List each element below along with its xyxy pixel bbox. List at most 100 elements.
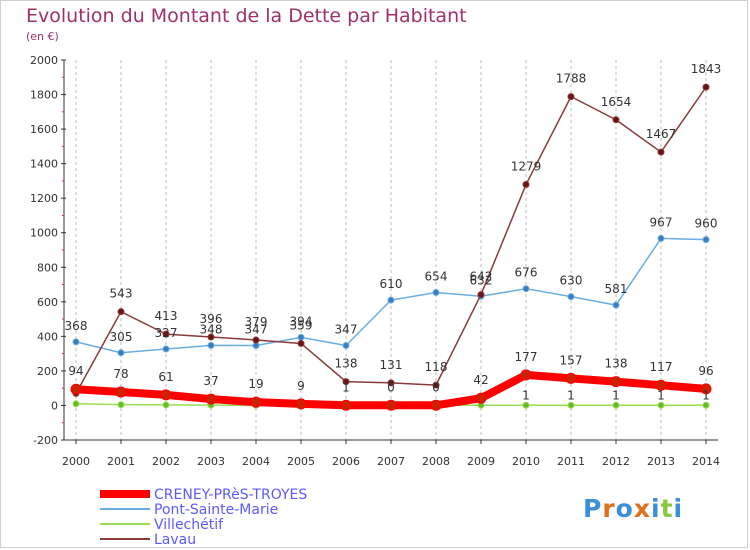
x-tick-label: 2001 [107, 455, 135, 468]
data-label: 177 [515, 350, 538, 364]
data-point [385, 399, 397, 411]
logo-letter: P [583, 494, 602, 523]
data-label: 347 [245, 323, 268, 337]
data-label: 1 [342, 380, 350, 394]
y-tick-label: 400 [37, 330, 58, 343]
data-point [162, 401, 170, 409]
y-tick-label: 200 [37, 365, 58, 378]
data-point [657, 234, 665, 242]
data-point [297, 339, 305, 347]
y-tick-label: 800 [37, 261, 58, 274]
data-label: 1279 [511, 160, 542, 174]
data-label: 379 [245, 315, 268, 329]
data-point [297, 333, 305, 341]
data-point [702, 401, 710, 409]
series-layer [70, 83, 712, 411]
y-tick-label: 2000 [30, 54, 58, 67]
data-label: 78 [113, 367, 128, 381]
x-tick-label: 2011 [557, 455, 585, 468]
data-point [612, 116, 620, 124]
data-label: 642 [470, 270, 493, 284]
data-label: 347 [335, 323, 358, 337]
data-point [655, 379, 667, 391]
legend-label: Villechétif [154, 517, 224, 533]
data-label: 1 [612, 388, 620, 402]
data-label: 118 [425, 360, 448, 374]
data-label: 630 [560, 274, 583, 288]
data-label: 1 [702, 388, 710, 402]
data-point [430, 399, 442, 411]
data-label: 94 [68, 364, 83, 378]
data-point [117, 308, 125, 316]
data-point [387, 379, 395, 387]
data-label: 9 [297, 379, 305, 393]
axis-layer: -200020040060080010001200140016001800200… [30, 54, 720, 468]
data-point [252, 336, 260, 344]
data-label: 654 [425, 269, 448, 283]
x-tick-label: 2008 [422, 455, 450, 468]
x-tick-label: 2013 [647, 455, 675, 468]
data-label: 543 [110, 287, 133, 301]
data-point [115, 386, 127, 398]
x-tick-label: 2010 [512, 455, 540, 468]
data-label: 632 [470, 273, 493, 287]
data-label: 0 [387, 380, 395, 394]
y-tick-label: 1800 [30, 89, 58, 102]
data-label: 581 [605, 282, 628, 296]
x-tick-label: 2002 [152, 455, 180, 468]
data-label: 1843 [691, 62, 722, 76]
data-point [207, 333, 215, 341]
data-point [70, 383, 82, 395]
data-label: 305 [110, 330, 133, 344]
data-label: 1 [567, 388, 575, 402]
data-point [205, 393, 217, 405]
y-tick-label: 1400 [30, 158, 58, 171]
data-label: 157 [560, 353, 583, 367]
data-point [72, 400, 80, 408]
data-point [522, 401, 530, 409]
chart-title: Evolution du Montant de la Dette par Hab… [26, 5, 467, 27]
data-label: 394 [290, 314, 313, 328]
data-label: 1788 [556, 72, 587, 86]
data-point [117, 349, 125, 357]
data-point [612, 301, 620, 309]
data-point [522, 181, 530, 189]
data-label: 368 [65, 319, 88, 333]
data-label: 967 [650, 215, 673, 229]
data-label: 610 [380, 277, 403, 291]
data-label: 96 [698, 364, 713, 378]
y-tick-label: 1000 [30, 227, 58, 240]
data-label: 61 [158, 370, 173, 384]
data-point [702, 83, 710, 91]
data-point [520, 369, 532, 381]
data-point [117, 401, 125, 409]
data-label: 413 [155, 309, 178, 323]
data-point [567, 293, 575, 301]
data-point [162, 330, 170, 338]
y-tick-label: 1600 [30, 123, 58, 136]
data-point [72, 338, 80, 346]
logo-letter: x [634, 494, 651, 523]
data-point [432, 288, 440, 296]
x-tick-label: 2004 [242, 455, 270, 468]
x-tick-label: 2006 [332, 455, 360, 468]
data-label: 359 [290, 318, 313, 332]
data-label: 676 [515, 266, 538, 280]
data-label: 42 [473, 373, 488, 387]
y-tick-label: 1200 [30, 192, 58, 205]
data-point [612, 401, 620, 409]
data-point [477, 291, 485, 299]
data-label: 138 [605, 357, 628, 371]
data-label: 19 [248, 377, 263, 391]
data-point [657, 401, 665, 409]
data-point [567, 401, 575, 409]
data-label: 1 [657, 388, 665, 402]
data-point [207, 341, 215, 349]
data-label: 1467 [646, 127, 677, 141]
data-point [162, 345, 170, 353]
svg-text:Proxiti: Proxiti [583, 494, 683, 523]
x-tick-label: 2007 [377, 455, 405, 468]
